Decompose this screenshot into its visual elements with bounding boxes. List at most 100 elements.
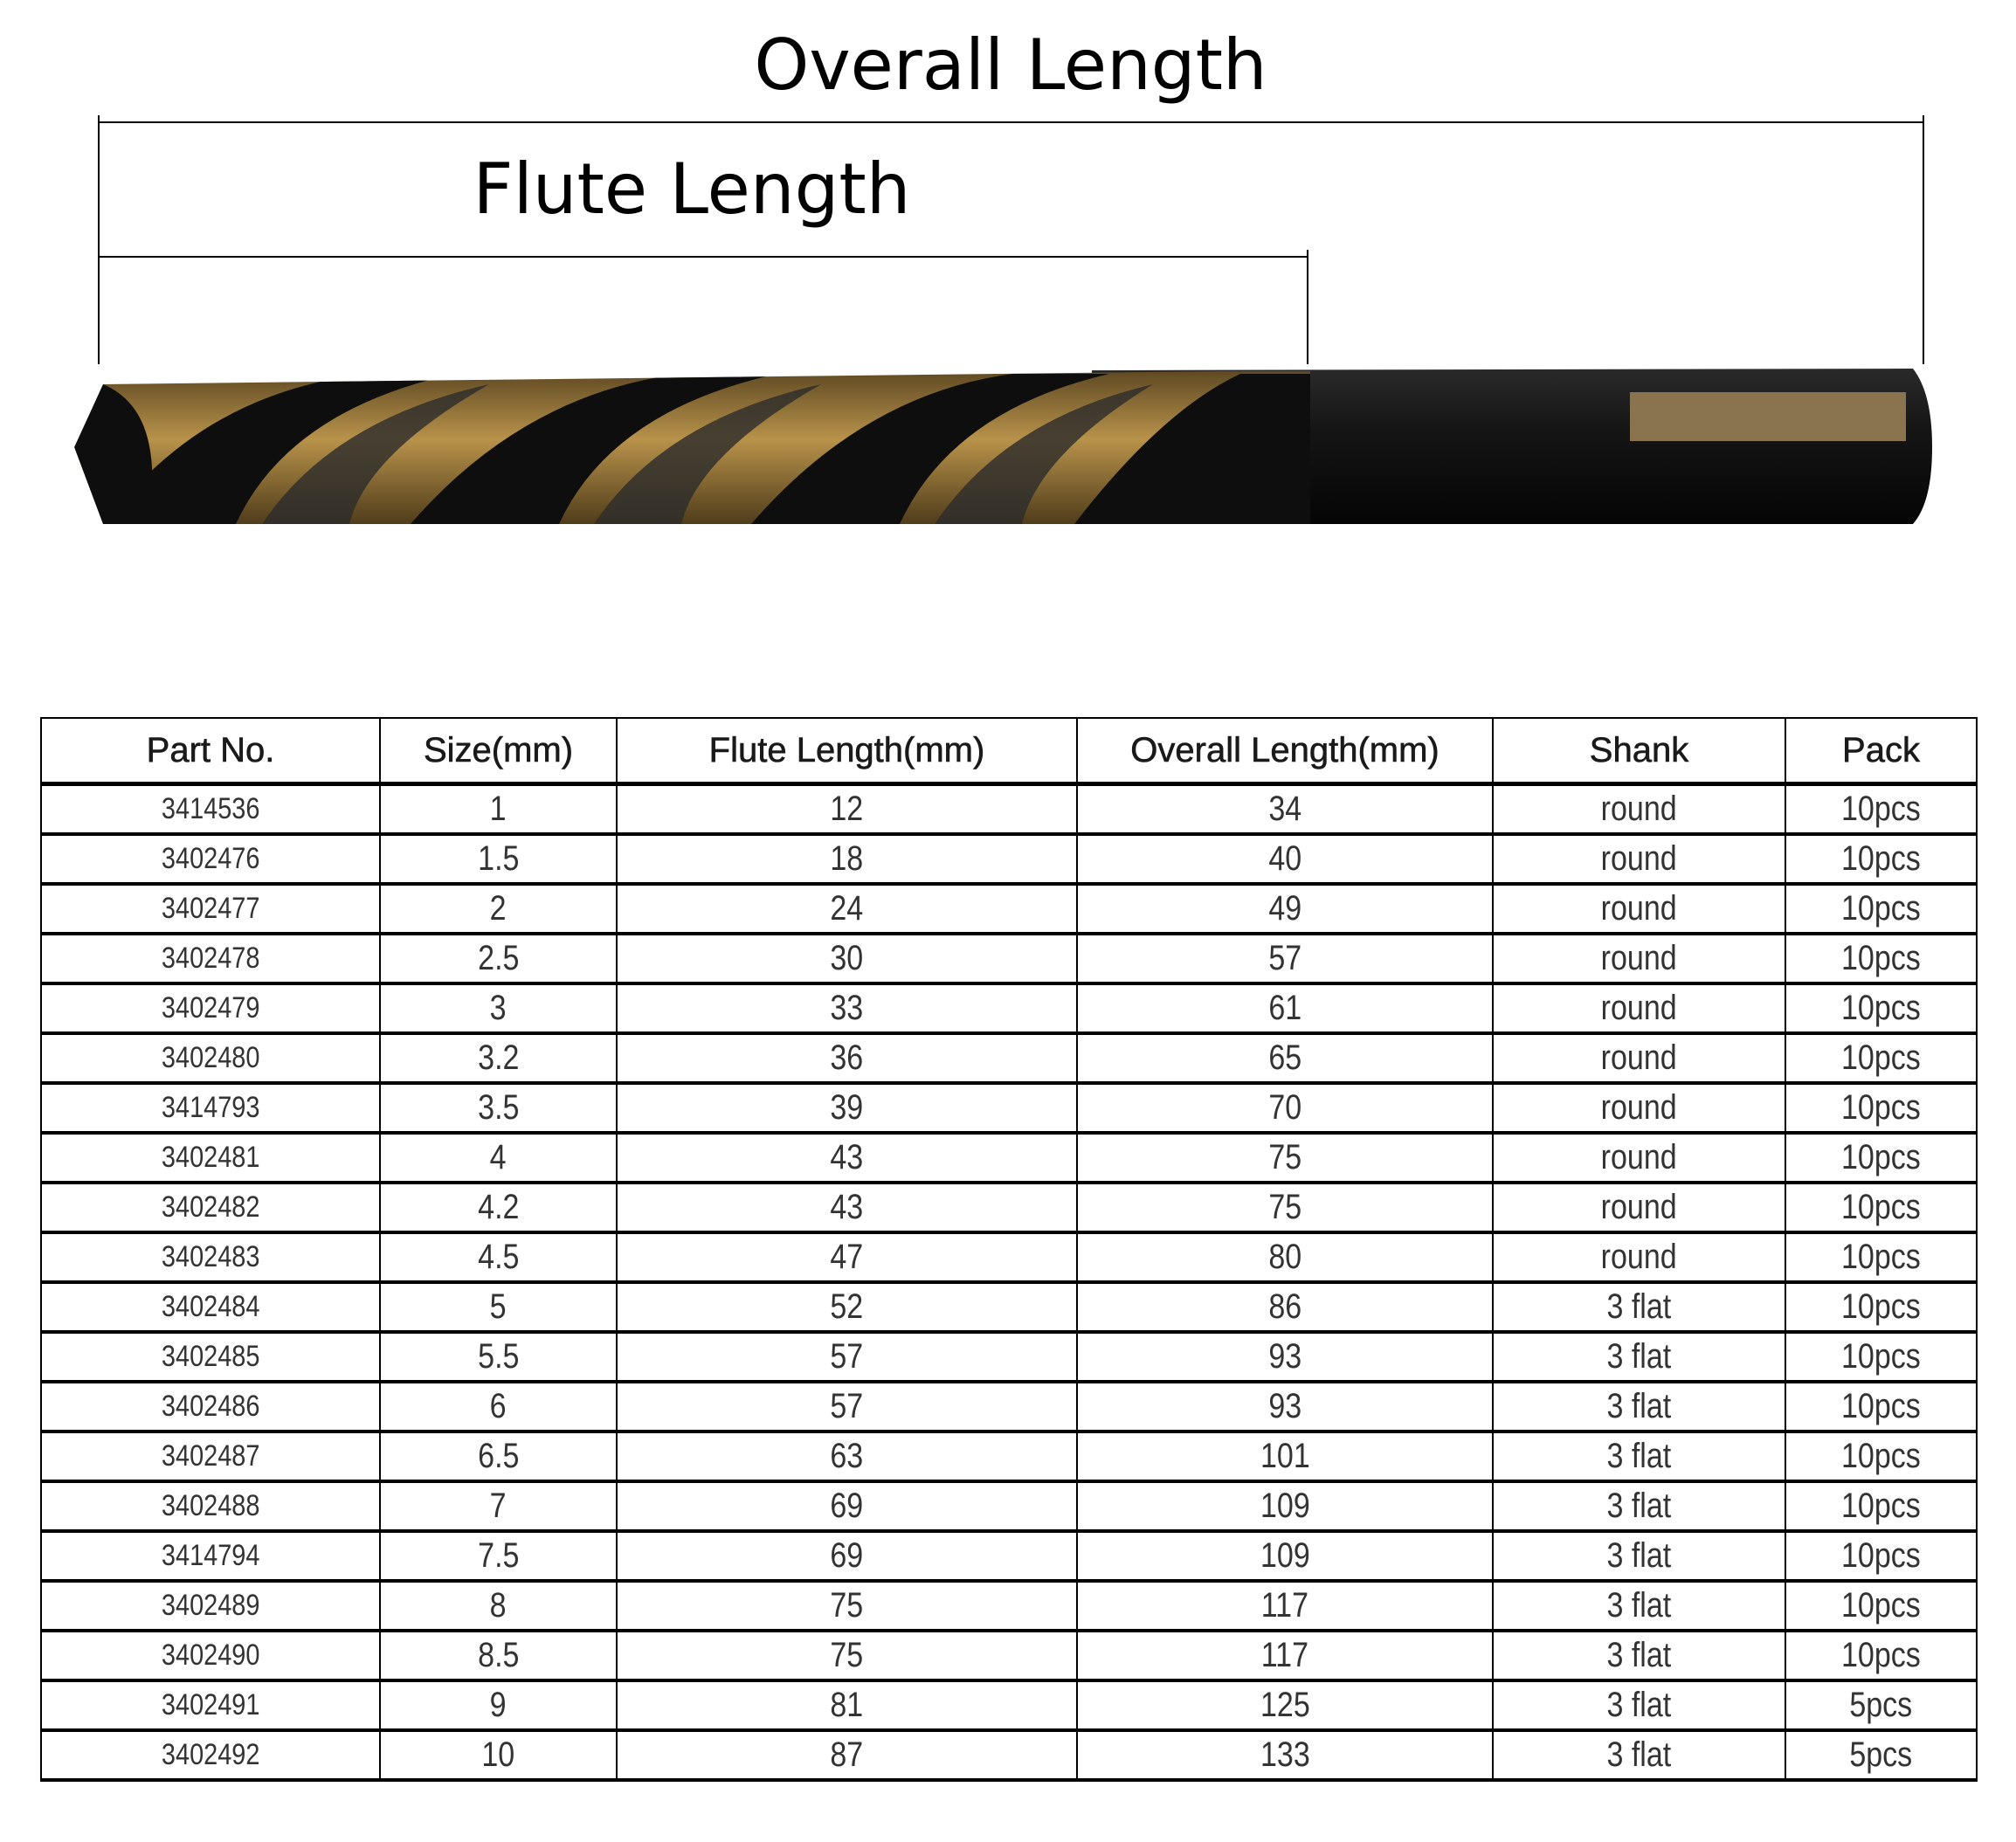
- cell-shank: round: [1492, 833, 1786, 886]
- cell-part-no: 3402489: [40, 1580, 381, 1632]
- cell-text: 3 flat: [1606, 1735, 1672, 1774]
- cell-text: 69: [830, 1487, 864, 1525]
- cell-text: 57: [830, 1337, 864, 1376]
- cell-text: 2: [490, 889, 507, 928]
- cell-flute-length: 47: [616, 1231, 1078, 1284]
- cell-flute-length: 87: [616, 1729, 1078, 1782]
- cell-text: 4.5: [477, 1238, 520, 1276]
- cell-part-no: 3414536: [40, 783, 381, 836]
- cell-shank: 3 flat: [1492, 1381, 1786, 1433]
- cell-part-no: 3402480: [40, 1032, 381, 1085]
- cell-shank: round: [1492, 883, 1786, 935]
- cell-text: 3402479: [161, 991, 260, 1024]
- header-part-no: Part No.: [40, 717, 381, 786]
- cell-pack: 10pcs: [1785, 783, 1978, 836]
- cell-shank: 3 flat: [1492, 1729, 1786, 1782]
- cell-text: 10pcs: [1841, 1238, 1921, 1276]
- cell-text: 117: [1260, 1636, 1309, 1674]
- cell-text: 1: [490, 790, 507, 828]
- cell-overall-length: 133: [1076, 1729, 1494, 1782]
- cell-part-no: 3402478: [40, 933, 381, 985]
- cell-text: 117: [1260, 1586, 1309, 1625]
- cell-size: 4.5: [379, 1231, 618, 1284]
- cell-shank: round: [1492, 1231, 1786, 1284]
- cell-shank: 3 flat: [1492, 1680, 1786, 1732]
- cell-text: 93: [1268, 1387, 1301, 1425]
- cell-overall-length: 34: [1076, 783, 1494, 836]
- cell-text: 10pcs: [1841, 1586, 1921, 1625]
- cell-text: 81: [830, 1686, 864, 1724]
- cell-flute-length: 30: [616, 933, 1078, 985]
- cell-text: 3: [490, 989, 507, 1027]
- cell-overall-length: 75: [1076, 1132, 1494, 1184]
- table-row: 3402490 8.5 75 117 3 flat 10pcs: [40, 1630, 1978, 1682]
- cell-text: 3402477: [161, 892, 260, 925]
- flute-length-label: Flute Length: [473, 148, 911, 230]
- cell-pack: 10pcs: [1785, 1182, 1978, 1234]
- cell-flute-length: 63: [616, 1431, 1078, 1483]
- cell-part-no: 3402476: [40, 833, 381, 886]
- cell-text: 3 flat: [1606, 1686, 1672, 1724]
- cell-text: round: [1601, 1088, 1677, 1127]
- table-row: 3402484 5 52 86 3 flat 10pcs: [40, 1281, 1978, 1334]
- cell-text: 75: [830, 1636, 864, 1674]
- cell-size: 2: [379, 883, 618, 935]
- cell-text: 80: [1268, 1238, 1301, 1276]
- cell-size: 8.5: [379, 1630, 618, 1682]
- cell-text: 47: [830, 1238, 864, 1276]
- cell-shank: round: [1492, 933, 1786, 985]
- cell-text: 61: [1268, 989, 1301, 1027]
- cell-overall-length: 117: [1076, 1630, 1494, 1682]
- cell-pack: 10pcs: [1785, 1381, 1978, 1433]
- cell-text: 4: [490, 1138, 507, 1176]
- cell-part-no: 3414793: [40, 1082, 381, 1135]
- cell-overall-length: 93: [1076, 1381, 1494, 1433]
- cell-text: 3402476: [161, 842, 260, 875]
- cell-size: 7: [379, 1480, 618, 1533]
- cell-text: 57: [1268, 939, 1301, 977]
- cell-text: 6.5: [477, 1437, 520, 1475]
- cell-flute-length: 69: [616, 1480, 1078, 1533]
- table-row: 3414794 7.5 69 109 3 flat 10pcs: [40, 1530, 1978, 1583]
- cell-text: 10pcs: [1841, 939, 1921, 977]
- flute-dimension-line: [99, 250, 1308, 364]
- cell-text: 87: [830, 1735, 864, 1774]
- cell-text: 5.5: [477, 1337, 520, 1376]
- cell-flute-length: 75: [616, 1580, 1078, 1632]
- cell-pack: 10pcs: [1785, 983, 1978, 1035]
- cell-text: 3 flat: [1606, 1387, 1672, 1425]
- cell-text: 7: [490, 1487, 507, 1525]
- cell-text: 39: [830, 1088, 864, 1127]
- cell-text: 125: [1260, 1686, 1310, 1724]
- cell-flute-length: 12: [616, 783, 1078, 836]
- cell-part-no: 3402486: [40, 1381, 381, 1433]
- cell-overall-length: 75: [1076, 1182, 1494, 1234]
- cell-text: 9: [490, 1686, 507, 1724]
- cell-text: 1.5: [477, 839, 520, 878]
- cell-text: 10pcs: [1841, 1337, 1921, 1376]
- cell-flute-length: 75: [616, 1630, 1078, 1682]
- cell-flute-length: 36: [616, 1032, 1078, 1085]
- cell-text: 5pcs: [1849, 1735, 1913, 1774]
- cell-flute-length: 18: [616, 833, 1078, 886]
- cell-text: 3402488: [161, 1489, 260, 1522]
- cell-text: 8.5: [477, 1636, 520, 1674]
- cell-text: 101: [1260, 1437, 1310, 1475]
- cell-text: round: [1601, 1238, 1677, 1276]
- cell-pack: 10pcs: [1785, 933, 1978, 985]
- cell-overall-length: 86: [1076, 1281, 1494, 1334]
- table-row: 3402482 4.2 43 75 round 10pcs: [40, 1182, 1978, 1234]
- table-row: 3402479 3 33 61 round 10pcs: [40, 983, 1978, 1035]
- cell-pack: 10pcs: [1785, 1480, 1978, 1533]
- cell-text: 3402478: [161, 942, 260, 975]
- cell-text: 33: [830, 989, 864, 1027]
- cell-text: 3.5: [477, 1088, 520, 1127]
- cell-size: 3: [379, 983, 618, 1035]
- cell-shank: 3 flat: [1492, 1281, 1786, 1334]
- cell-text: 3 flat: [1606, 1337, 1672, 1376]
- cell-shank: 3 flat: [1492, 1431, 1786, 1483]
- cell-text: round: [1601, 989, 1677, 1027]
- overall-dimension-line: [98, 115, 1924, 364]
- cell-text: round: [1601, 790, 1677, 828]
- cell-text: 3414536: [161, 792, 260, 825]
